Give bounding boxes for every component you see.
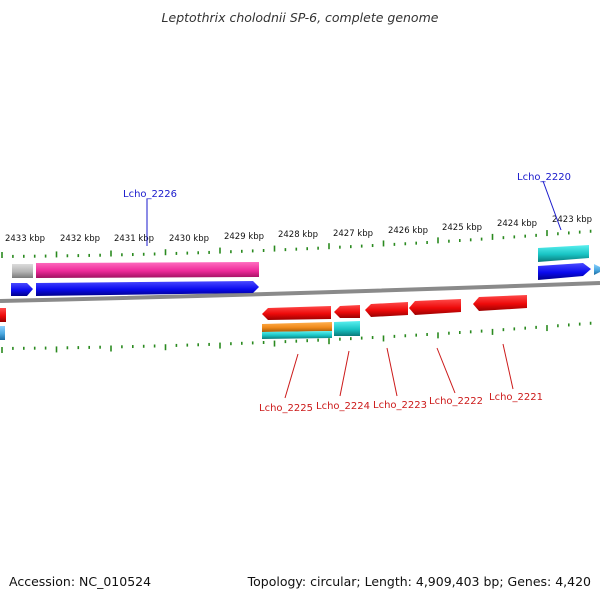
gene-label-lcho-2226[interactable]: Lcho_2226: [123, 189, 177, 200]
product-bar-lcho-2220[interactable]: [538, 245, 589, 262]
ruler-label: 2425 kbp: [442, 223, 482, 233]
connector-lcho-2223: [386, 347, 398, 397]
connector-lcho-2224: [339, 350, 350, 397]
gene-arrow-lcho-2223[interactable]: [365, 302, 408, 317]
ruler-labels: 2433 kbp 2432 kbp 2431 kbp 2430 kbp 2429…: [5, 215, 592, 244]
product-bar-lcho-2225-lower[interactable]: [262, 331, 332, 339]
ruler-label: 2429 kbp: [224, 232, 264, 242]
gene-arrow-lcho-2222[interactable]: [409, 299, 461, 315]
product-bar-partial-left[interactable]: [0, 326, 5, 340]
gene-arrow-partial-left[interactable]: [0, 308, 6, 322]
product-bar-lcho-2224[interactable]: [334, 321, 360, 336]
gene-label-lcho-2221[interactable]: Lcho_2221: [489, 392, 543, 403]
ruler-label: 2428 kbp: [278, 230, 318, 240]
gene-label-lcho-2220[interactable]: Lcho_2220: [517, 172, 571, 183]
connector-lcho-2220: [542, 180, 562, 231]
accession-text: Accession: NC_010524: [9, 574, 152, 589]
gene-arrow-lcho-2226[interactable]: [36, 281, 259, 296]
label-connectors: [146, 180, 562, 399]
gene-label-lcho-2225[interactable]: Lcho_2225: [259, 403, 313, 414]
ruler-label: 2433 kbp: [5, 234, 45, 244]
gene-arrow-lcho-2224[interactable]: [334, 305, 360, 318]
product-bar-gray[interactable]: [12, 264, 33, 278]
ruler-label: 2432 kbp: [60, 234, 100, 244]
map-title: Leptothrix cholodnii SP-6, complete geno…: [161, 10, 439, 25]
genome-summary-text: Topology: circular; Length: 4,909,403 bp…: [247, 574, 591, 589]
ruler-label: 2427 kbp: [333, 229, 373, 239]
backbone-line: [0, 281, 600, 303]
connector-lcho-2222: [436, 347, 456, 394]
gene-label-lcho-2222[interactable]: Lcho_2222: [429, 396, 483, 407]
ruler-label: 2430 kbp: [169, 234, 209, 244]
gene-arrow-partial[interactable]: [594, 264, 600, 275]
gene-label-lcho-2223[interactable]: Lcho_2223: [373, 400, 427, 411]
gene-label-lcho-2224[interactable]: Lcho_2224: [316, 401, 370, 412]
connector-lcho-2221: [502, 343, 514, 390]
product-bar-lcho-2226[interactable]: [36, 262, 259, 278]
gene-arrow-lcho-2225[interactable]: [262, 306, 331, 320]
gene-arrow-forward[interactable]: [11, 283, 33, 296]
gene-arrow-lcho-2220[interactable]: [538, 263, 591, 280]
ruler-label: 2424 kbp: [497, 219, 537, 229]
inner-tick-ruler: [1, 321, 592, 353]
ruler-label: 2431 kbp: [114, 234, 154, 244]
ruler-label: 2423 kbp: [552, 215, 592, 225]
connector-lcho-2225: [284, 353, 299, 399]
gene-arrow-lcho-2221[interactable]: [473, 295, 527, 311]
product-bar-lcho-2225[interactable]: [262, 322, 332, 332]
outer-tick-ruler: [1, 229, 592, 258]
ruler-label: 2426 kbp: [388, 226, 428, 236]
